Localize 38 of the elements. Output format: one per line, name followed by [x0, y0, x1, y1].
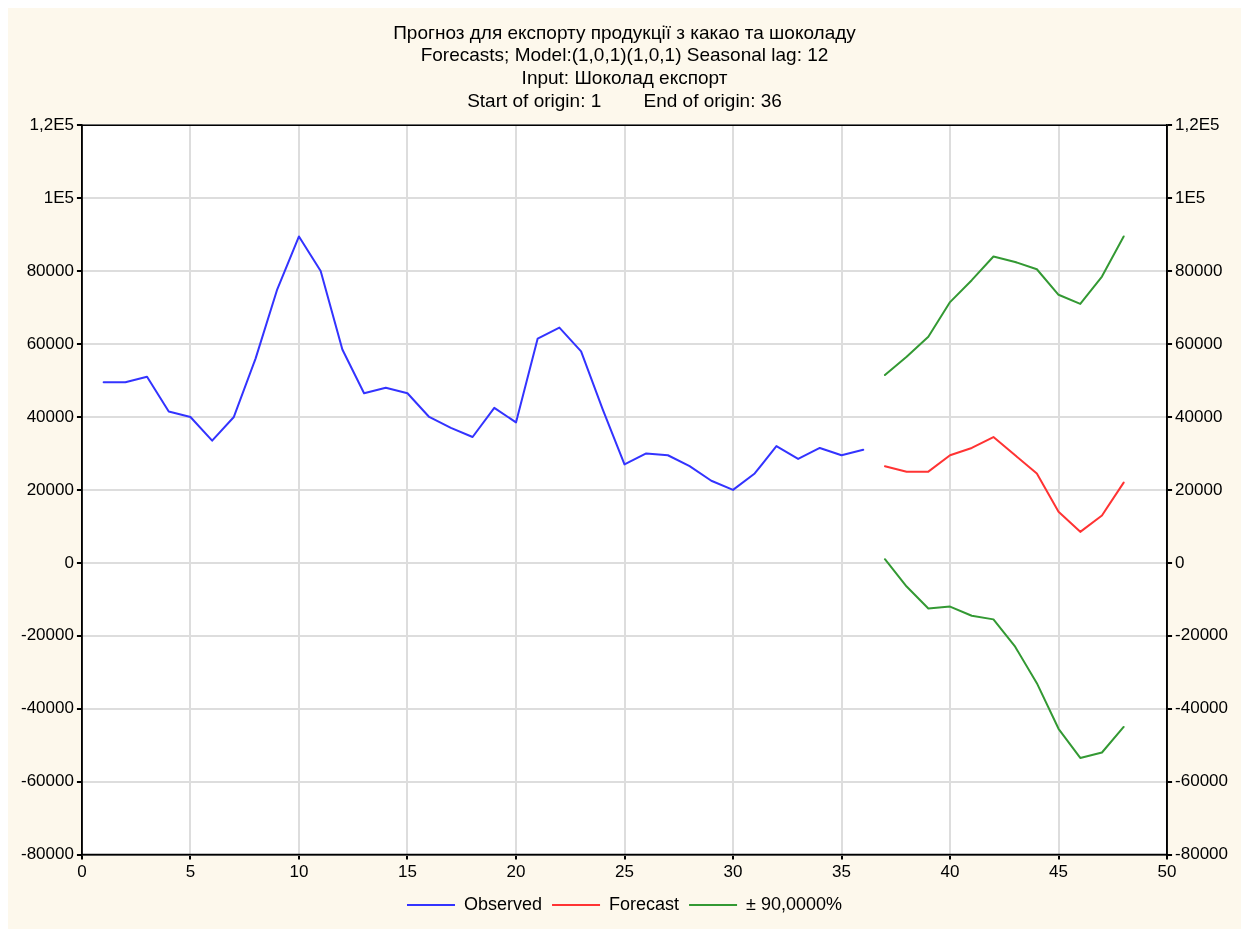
x-tick-label: 20: [506, 862, 526, 882]
y-tick-label: 60000: [26, 333, 74, 353]
y-tick-label: 40000: [26, 406, 74, 426]
y2-tick-label: 1E5: [1175, 187, 1206, 207]
chart-title: Прогноз для експорту продукції з какао та шоколаду: [393, 21, 857, 43]
y2-tick-label: 80000: [1175, 260, 1223, 280]
y-tick-label: -40000: [21, 698, 74, 718]
legend-label: Observed: [463, 893, 543, 914]
y2-tick-label: -60000: [1175, 771, 1228, 791]
y2-tick-label: 0: [1175, 552, 1185, 572]
x-tick-label: 40: [940, 862, 960, 882]
y-tick-label: 0: [64, 552, 74, 572]
y-tick-label: -80000: [21, 844, 74, 864]
x-tick-label: 35: [832, 862, 851, 882]
y2-tick-label: 40000: [1175, 406, 1223, 426]
y2-tick-label: 20000: [1175, 479, 1223, 499]
x-tick-label: 10: [289, 862, 309, 882]
y2-tick-label: -20000: [1175, 625, 1228, 645]
y-tick-label: 80000: [26, 260, 74, 280]
x-tick-label: 50: [1157, 862, 1177, 882]
y2-tick-label: 60000: [1175, 333, 1223, 353]
legend-label: ± 90,0000%: [746, 893, 843, 914]
y-tick-label: 20000: [26, 479, 74, 499]
legend-label: Forecast: [609, 893, 680, 914]
x-tick-label: 0: [77, 862, 87, 882]
x-tick-label: 25: [615, 862, 634, 882]
y-tick-label: -20000: [21, 625, 74, 645]
chart-subtitle: Forecasts; Model:(1,0,1)(1,0,1) Seasonal lag: 12 Input: Шоколад експорт Start of origin: 1 End of origin: 36: [420, 44, 829, 112]
y2-tick-label: -80000: [1175, 844, 1228, 864]
y-tick-label: -60000: [21, 771, 74, 791]
y2-tick-label: 1,2E5: [1175, 114, 1220, 134]
y2-tick-label: -40000: [1175, 698, 1228, 718]
y-tick-label: 1E5: [43, 187, 74, 207]
x-tick-label: 30: [723, 862, 743, 882]
x-tick-label: 5: [185, 862, 196, 882]
x-tick-label: 15: [398, 862, 417, 882]
y-tick-label: 1,2E5: [29, 114, 74, 134]
x-tick-label: 45: [1049, 862, 1069, 882]
